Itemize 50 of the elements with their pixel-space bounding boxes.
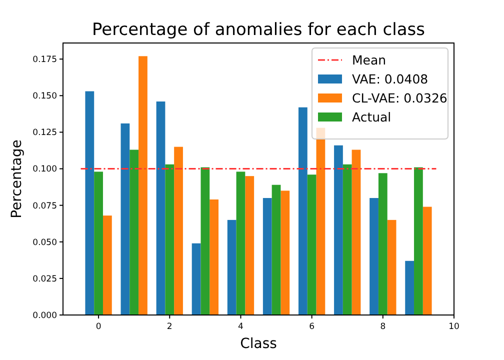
legend-label: Mean [352,52,386,68]
bar [85,91,94,315]
bar [192,243,201,315]
legend-label: CL-VAE: 0.0326 [352,90,448,106]
x-axis-title: Class [240,336,277,352]
y-tick-label: 0.000 [32,310,57,321]
bar [307,174,316,315]
bar [236,172,246,315]
x-tick-label: 0 [96,322,102,332]
y-tick-label: 0.125 [32,128,57,138]
bar [130,150,139,315]
bar [200,167,210,315]
y-axis-title: Percentage [9,140,25,218]
bar [378,173,388,315]
bar [422,206,432,315]
bar [342,164,352,315]
bar [138,56,148,315]
bar [165,164,174,315]
x-tick-label: 8 [380,322,386,332]
chart-title: Percentage of anomalies for each class [92,20,426,40]
bar [262,198,272,315]
bar [387,220,396,315]
y-tick-label: 0.175 [32,55,57,66]
bar [120,123,130,315]
y-tick-label: 0.050 [32,238,57,248]
y-tick-label: 0.100 [32,164,57,175]
bar [210,199,219,315]
y-tick-label: 0.025 [32,274,57,284]
bar [298,107,308,315]
x-tick-label: 10 [448,322,460,332]
bar [370,198,378,315]
bar [245,176,254,315]
bar [334,145,343,315]
legend-label: VAE: 0.0408 [352,71,428,86]
bar [272,184,281,315]
x-tick-label: 2 [166,322,172,332]
x-tick-label: 4 [238,322,244,332]
bar [227,220,236,315]
bar [174,146,183,315]
bar [352,150,361,315]
bar [414,167,423,315]
bar [94,172,103,315]
bar [156,101,166,315]
legend-label: Actual [352,109,392,124]
y-tick-label: 0.075 [32,201,57,212]
bar [405,260,414,315]
bar [280,190,290,315]
x-tick-label: 6 [309,322,315,332]
bar [102,216,112,315]
y-tick-label: 0.150 [32,92,57,102]
